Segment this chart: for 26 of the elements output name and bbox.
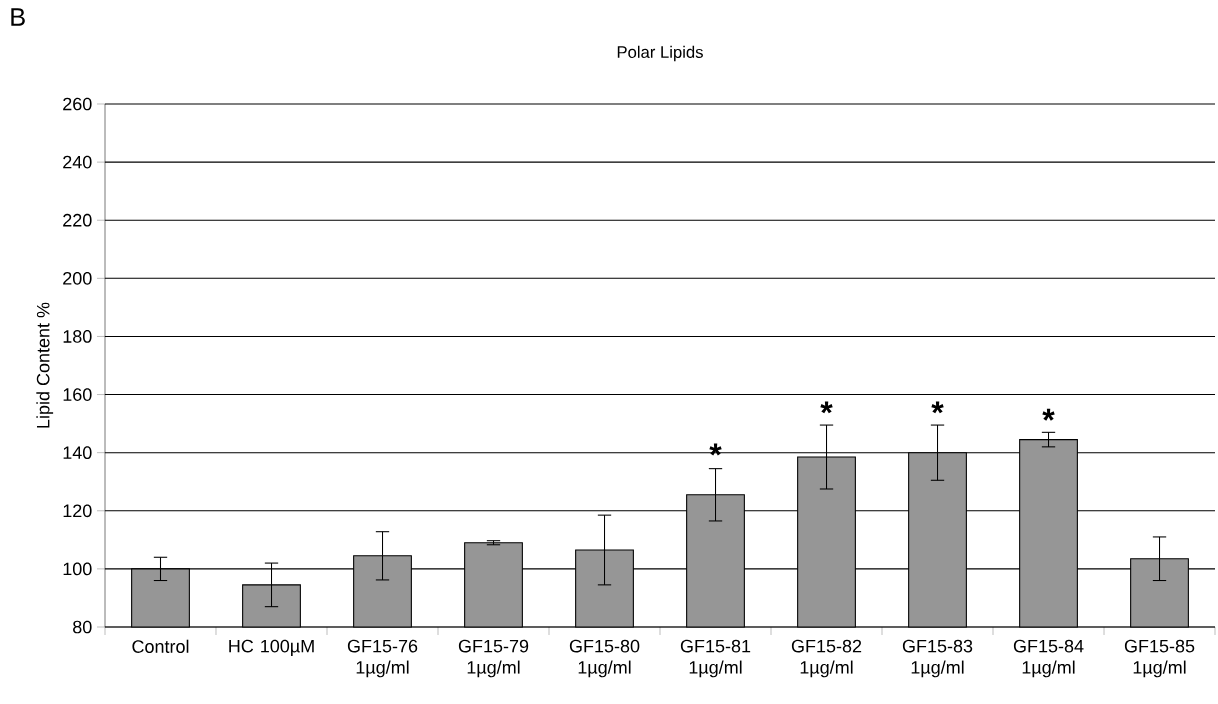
x-tick-label: GF15-76 1µg/ml	[347, 639, 418, 678]
x-tick-label: GF15-80 1µg/ml	[569, 639, 640, 678]
y-axis-title: Lipid Content %	[36, 302, 54, 428]
x-tick-label: HC 100µM	[229, 639, 314, 657]
x-tick-label: GF15-84 1µg/ml	[1013, 639, 1084, 678]
x-tick-label: GF15-79 1µg/ml	[458, 639, 529, 678]
y-tick-label: 140	[63, 446, 92, 460]
text: B	[11, 8, 25, 26]
y-tick-label: 220	[63, 213, 92, 227]
x-tick-label: GF15-81 1µg/ml	[680, 639, 751, 678]
y-tick-label: 120	[63, 504, 92, 518]
y-tick-label: 200	[63, 271, 92, 285]
y-tick-label: 100	[63, 562, 92, 576]
x-tick-label: GF15-85 1µg/ml	[1124, 639, 1195, 678]
annotation: *	[931, 401, 944, 414]
y-tick-label: 260	[63, 97, 92, 111]
y-tick-label: 180	[63, 330, 92, 343]
y-tick-label: 160	[63, 388, 92, 401]
annotation: *	[820, 401, 833, 414]
x-tick-label: Control	[132, 639, 189, 653]
x-tick-label: GF15-83 1µg/ml	[902, 639, 973, 678]
x-tick-label: GF15-82 1µg/ml	[791, 639, 862, 678]
chart-title: Polar Lipids	[617, 45, 703, 62]
y-tick-label: 80	[73, 620, 92, 634]
y-tick-label: 240	[63, 155, 92, 169]
annotation: *	[1042, 408, 1055, 421]
